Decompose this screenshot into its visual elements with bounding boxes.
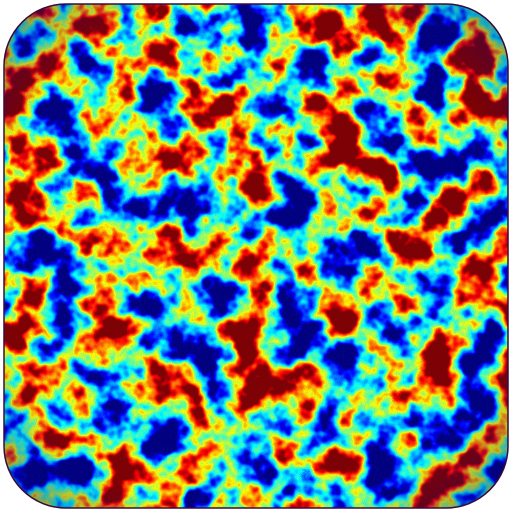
heatmap-border (3, 3, 509, 509)
